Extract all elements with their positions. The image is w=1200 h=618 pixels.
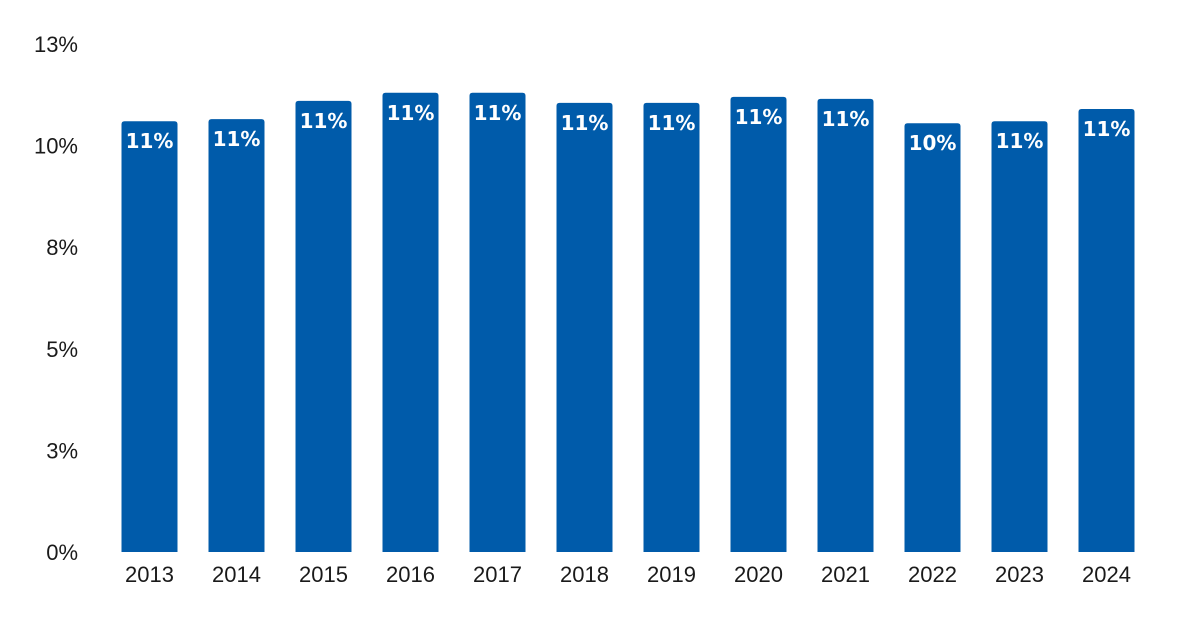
data-label-2013: 11% (126, 129, 174, 153)
data-label-2023: 11% (996, 129, 1044, 153)
data-label-2021: 11% (822, 107, 870, 131)
x-tick-label-2015: 2015 (299, 562, 348, 587)
bars (121, 92, 1135, 553)
bar-2023 (991, 121, 1048, 552)
x-tick-label-2014: 2014 (212, 562, 261, 587)
bar-2024 (1078, 109, 1135, 553)
x-tick-label-2019: 2019 (647, 562, 696, 587)
data-label-2016: 11% (387, 101, 435, 125)
bar-2013 (121, 121, 178, 552)
x-tick-label-2017: 2017 (473, 562, 522, 587)
data-label-2019: 11% (648, 111, 696, 135)
x-tick-label-2021: 2021 (821, 562, 870, 587)
x-tick-label-2023: 2023 (995, 562, 1044, 587)
y-tick-label: 10% (34, 134, 78, 159)
x-tick-label-2022: 2022 (908, 562, 957, 587)
y-tick-label: 8% (46, 235, 78, 260)
y-tick-label: 5% (46, 337, 78, 362)
bar-2018 (556, 102, 613, 552)
bar-2016 (382, 92, 439, 552)
data-label-2017: 11% (474, 101, 522, 125)
data-label-2018: 11% (561, 111, 609, 135)
data-label-2024: 11% (1083, 117, 1131, 141)
bar-2014 (208, 119, 265, 553)
x-tick-label-2018: 2018 (560, 562, 609, 587)
data-label-2014: 11% (213, 127, 261, 151)
x-tick-label-2020: 2020 (734, 562, 783, 587)
x-tick-label-2016: 2016 (386, 562, 435, 587)
bar-2015 (295, 100, 352, 553)
bar-2021 (817, 98, 874, 552)
x-tick-label-2013: 2013 (125, 562, 174, 587)
bar-2020 (730, 96, 787, 552)
x-axis: 2013 2014 2015 2016 2017 2018 2019 2020 2021 2022… (125, 562, 1131, 587)
bar-2017 (469, 92, 526, 552)
y-tick-label: 13% (34, 32, 78, 57)
data-label-2020: 11% (735, 105, 783, 129)
y-tick-label: 3% (46, 438, 78, 463)
data-label-2015: 11% (300, 109, 348, 133)
x-tick-label-2024: 2024 (1082, 562, 1131, 587)
bar-2019 (643, 102, 700, 552)
y-tick-label: 0% (46, 540, 78, 565)
y-axis: 0% 3% 5% 8% 10% 13% (34, 32, 78, 565)
data-labels: 11% 11% 11% 11% 11% 11% 11% 11% 11% 10% 11% 11% (126, 101, 1131, 155)
bar-2022 (904, 123, 961, 553)
data-label-2022: 10% (909, 131, 957, 155)
